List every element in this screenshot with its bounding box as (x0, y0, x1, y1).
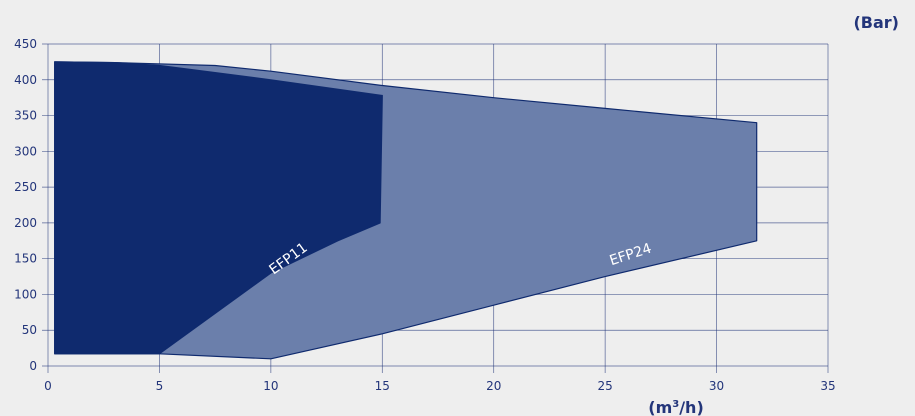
x-tick-label: 30 (709, 379, 724, 393)
axes: 0 50 100 150 200 250 300 350 400 450 0 5 10 15 20 25 30 3… (14, 37, 836, 393)
y-tick-label: 150 (14, 252, 37, 266)
y-tick-label: 300 (14, 144, 37, 158)
x-tick-label: 25 (598, 379, 613, 393)
y-tick-label: 250 (14, 180, 37, 194)
x-unit-suffix: /h) (679, 398, 704, 416)
x-tick-label: 0 (44, 379, 52, 393)
y-tick-label: 400 (14, 73, 37, 87)
x-tick-label: 5 (156, 379, 164, 393)
y-tick-label: 350 (14, 109, 37, 123)
x-axis-unit: (m3/h) (648, 398, 704, 416)
x-unit-prefix: (m (648, 398, 672, 416)
y-axis-unit: (Bar) (853, 13, 899, 32)
x-unit-superscript: 3 (672, 399, 679, 410)
y-tick-label: 100 (14, 287, 37, 301)
y-tick-label: 200 (14, 216, 37, 230)
y-tick-label: 50 (22, 323, 37, 337)
series-area-efp11 (54, 61, 383, 355)
x-tick-label: 15 (375, 379, 390, 393)
series-areas (54, 61, 758, 360)
x-tick-label: 20 (486, 379, 501, 393)
x-tick-label: 35 (820, 379, 835, 393)
y-tick-label: 0 (29, 359, 37, 373)
y-tick-label: 450 (14, 37, 37, 51)
x-tick-label: 10 (263, 379, 278, 393)
